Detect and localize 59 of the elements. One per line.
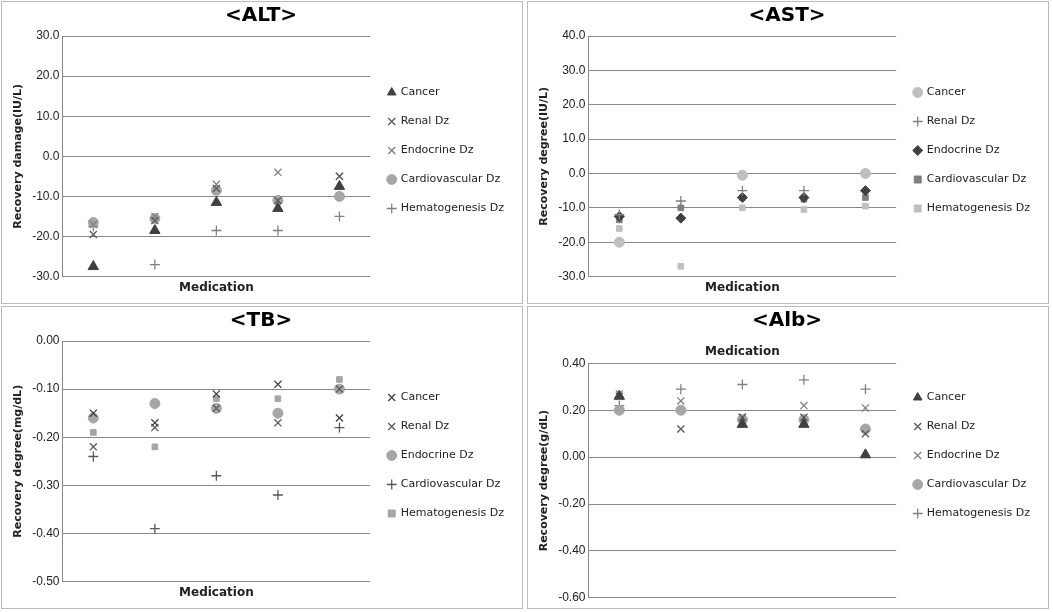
legend-label: Endocrine Dz xyxy=(926,448,1000,462)
legend-label: Cardiovascular Dz xyxy=(400,172,501,186)
y-tick-label: -0.10 xyxy=(32,381,60,396)
legend-label: Cardiovascular Dz xyxy=(926,477,1027,491)
legend-label: Renal Dz xyxy=(926,114,976,128)
y-tick-label: 0.40 xyxy=(562,355,586,370)
y-tick-label: 20.0 xyxy=(562,97,586,112)
legend-label: Hematogenesis Dz xyxy=(400,201,505,215)
legend-label: Endocrine Dz xyxy=(400,143,474,157)
legend-label: Cancer xyxy=(400,390,440,404)
y-tick-label: -10.0 xyxy=(558,200,586,215)
legend-label: Renal Dz xyxy=(926,419,976,433)
y-axis-title: Recovery damage(IU/L) xyxy=(11,83,25,229)
chart-title: <Alb> xyxy=(751,307,823,332)
legend-label: Hematogenesis Dz xyxy=(926,506,1031,520)
y-tick-label: -0.40 xyxy=(558,543,586,558)
x-axis-title: Medication xyxy=(705,344,780,359)
y-axis-title: Recovery degree(g/dL) xyxy=(537,409,551,552)
y-tick-label: -20.0 xyxy=(32,228,60,243)
y-axis-title: Recovery degree(mg/dL) xyxy=(11,384,25,538)
legend-label: Hematogenesis Dz xyxy=(926,201,1031,215)
y-tick-label: -0.30 xyxy=(32,477,60,492)
y-tick-label: 40.0 xyxy=(562,28,586,43)
x-axis-title: Medication xyxy=(179,279,254,294)
legend-label: Renal Dz xyxy=(400,114,450,128)
y-tick-label: -0.60 xyxy=(558,590,586,605)
y-tick-label: -0.40 xyxy=(32,525,60,540)
y-tick-label: -30.0 xyxy=(558,268,586,283)
legend-label: Renal Dz xyxy=(400,419,450,433)
y-axis-title: Recovery degree(IU/L) xyxy=(537,86,551,226)
x-axis-title: Medication xyxy=(179,584,254,599)
y-tick-label: -0.20 xyxy=(558,496,586,511)
legend-label: Cancer xyxy=(926,390,966,404)
legend-label: Cardiovascular Dz xyxy=(400,477,501,491)
y-tick-label: 0.00 xyxy=(562,449,586,464)
chart-title: <ALT> xyxy=(224,2,298,27)
x-axis-title: Medication xyxy=(705,279,780,294)
chart-title: <TB> xyxy=(229,307,293,332)
y-tick-label: 10.0 xyxy=(562,131,586,146)
y-tick-label: -0.20 xyxy=(32,429,60,444)
legend-label: Cancer xyxy=(400,85,440,99)
chart-title: <AST> xyxy=(748,2,826,27)
y-tick-label: 20.0 xyxy=(36,68,60,83)
y-tick-label: -20.0 xyxy=(558,234,586,249)
y-tick-label: 0.0 xyxy=(568,165,586,180)
y-tick-label: 30.0 xyxy=(36,28,60,43)
y-tick-label: -0.50 xyxy=(32,573,60,588)
y-tick-label: -10.0 xyxy=(32,188,60,203)
legend-label: Hematogenesis Dz xyxy=(400,506,505,520)
y-tick-label: 0.20 xyxy=(562,402,586,417)
y-tick-label: 10.0 xyxy=(36,108,60,123)
y-tick-label: 0.00 xyxy=(36,333,60,348)
legend-label: Endocrine Dz xyxy=(926,143,1000,157)
y-tick-label: 0.0 xyxy=(42,148,60,163)
y-tick-label: 30.0 xyxy=(562,62,586,77)
legend-label: Endocrine Dz xyxy=(400,448,474,462)
legend-label: Cardiovascular Dz xyxy=(926,172,1027,186)
legend-label: Cancer xyxy=(926,85,966,99)
y-tick-label: -30.0 xyxy=(32,268,60,283)
